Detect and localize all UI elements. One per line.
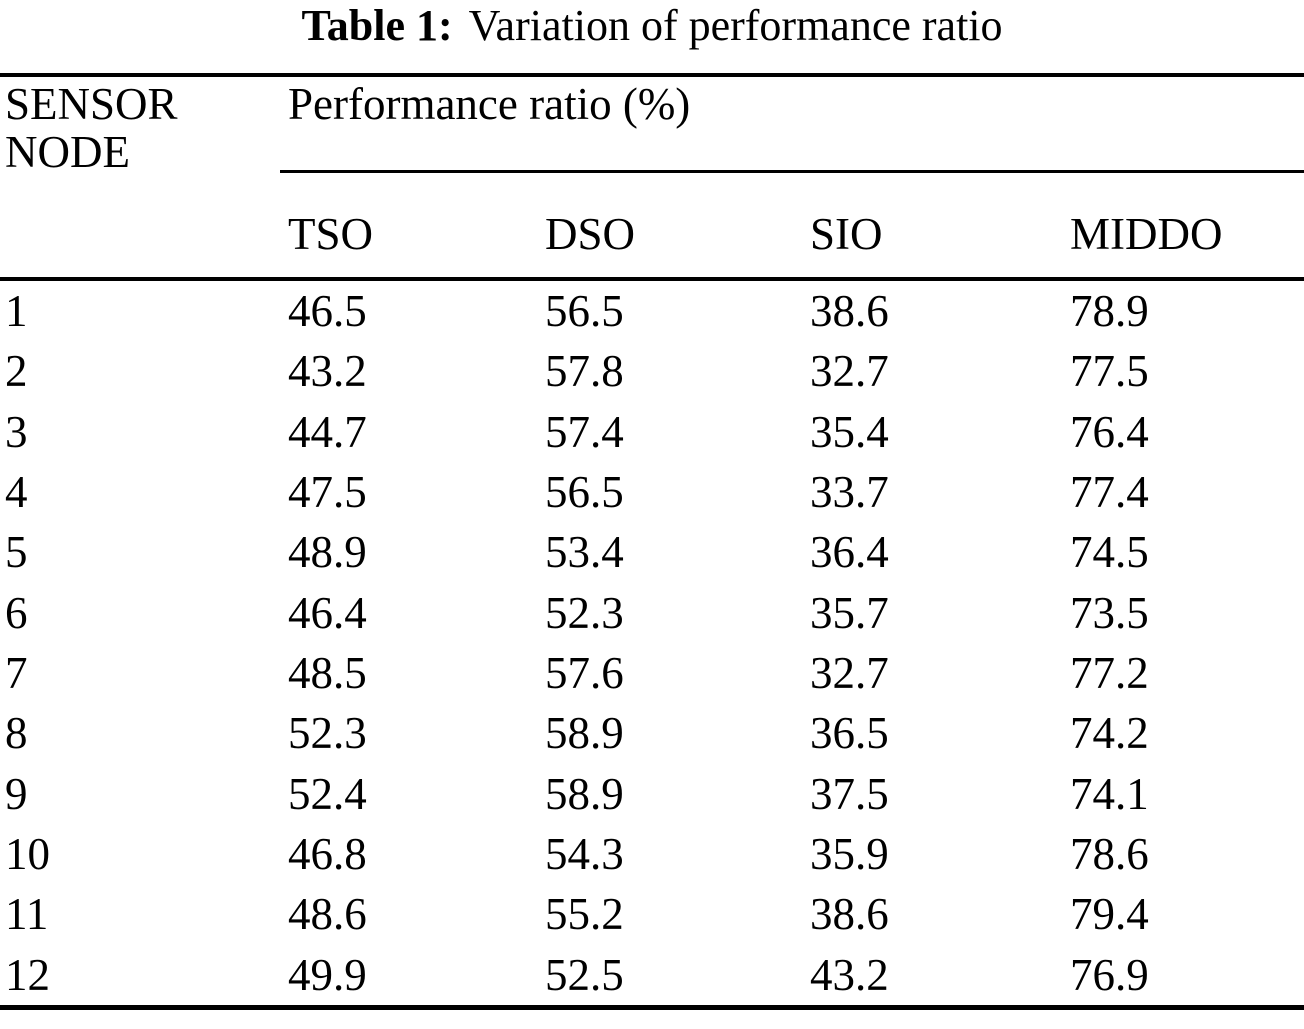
table-caption-label: Table 1: [301,1,453,50]
table-row: 8 52.3 58.9 36.5 74.2 [0,703,1304,763]
cell-middo: 74.2 [1070,708,1149,759]
cell-middo: 73.5 [1070,587,1149,638]
cell-middo: 76.4 [1070,406,1149,457]
cell-tso: 46.5 [288,286,367,337]
cell-tso: 47.5 [288,467,367,518]
cell-sensor-node: 2 [5,346,28,397]
cell-sensor-node: 4 [5,467,28,518]
cell-dso: 56.5 [545,467,624,518]
sub-header-spacer [5,210,288,258]
cell-tso: 46.4 [288,587,367,638]
cell-middo: 77.4 [1070,467,1149,518]
table-row: 7 48.5 57.6 32.7 77.2 [0,643,1304,703]
cell-dso: 55.2 [545,889,624,940]
sub-header-row: TSO DSO SIO MIDDO [0,210,1304,258]
cell-sensor-node: 11 [5,889,49,940]
cell-sio: 36.4 [810,527,889,578]
table-row: 5 48.9 53.4 36.4 74.5 [0,522,1304,582]
cell-dso: 53.4 [545,527,624,578]
cell-dso: 57.4 [545,406,624,457]
cell-sio: 33.7 [810,467,889,518]
cell-tso: 44.7 [288,406,367,457]
column-header-sensor-node: SENSOR NODE [5,79,178,177]
column-header-dso: DSO [545,209,636,259]
column-header-tso: TSO [288,209,374,259]
cell-sensor-node: 6 [5,587,28,638]
cell-sensor-node: 8 [5,708,28,759]
cell-dso: 57.8 [545,346,624,397]
cell-sio: 32.7 [810,346,889,397]
table-row: 6 46.4 52.3 35.7 73.5 [0,583,1304,643]
cell-middo: 77.5 [1070,346,1149,397]
cell-sio: 32.7 [810,648,889,699]
cell-sio: 35.4 [810,406,889,457]
cell-middo: 77.2 [1070,648,1149,699]
table-row: 9 52.4 58.9 37.5 74.1 [0,764,1304,824]
cell-sio: 43.2 [810,949,889,1000]
cell-sensor-node: 9 [5,768,28,819]
cell-tso: 48.9 [288,527,367,578]
cell-sensor-node: 5 [5,527,28,578]
table-row: 12 49.9 52.5 43.2 76.9 [0,945,1304,1005]
cell-middo: 74.5 [1070,527,1149,578]
table-bottom-rule [0,1005,1304,1010]
table-row: 3 44.7 57.4 35.4 76.4 [0,402,1304,462]
cell-sensor-node: 10 [5,829,50,880]
cell-tso: 49.9 [288,949,367,1000]
cell-sio: 38.6 [810,889,889,940]
cell-middo: 79.4 [1070,889,1149,940]
cell-tso: 43.2 [288,346,367,397]
cell-sio: 38.6 [810,286,889,337]
cell-middo: 74.1 [1070,768,1149,819]
column-group-header-performance-ratio: Performance ratio (%) [288,79,691,129]
table-row: 11 48.6 55.2 38.6 79.4 [0,884,1304,944]
cell-sensor-node: 3 [5,406,28,457]
cell-sio: 35.9 [810,829,889,880]
cell-sensor-node: 1 [5,286,28,337]
cell-sio: 35.7 [810,587,889,638]
table-row: 10 46.8 54.3 35.9 78.6 [0,824,1304,884]
cell-tso: 46.8 [288,829,367,880]
cell-dso: 57.6 [545,648,624,699]
cell-sio: 37.5 [810,768,889,819]
cell-middo: 78.6 [1070,829,1149,880]
table-row: 2 43.2 57.8 32.7 77.5 [0,341,1304,401]
cell-sensor-node: 12 [5,949,50,1000]
cell-dso: 56.5 [545,286,624,337]
table-top-rule [0,73,1304,77]
cell-tso: 52.3 [288,708,367,759]
cell-middo: 78.9 [1070,286,1149,337]
cell-tso: 48.6 [288,889,367,940]
table-caption-title: Variation of performance ratio [468,1,1003,50]
column-header-sio: SIO [810,209,883,259]
cell-dso: 52.5 [545,949,624,1000]
cell-sio: 36.5 [810,708,889,759]
cell-tso: 52.4 [288,768,367,819]
table-caption: Table 1: Variation of performance ratio [0,0,1304,52]
column-header-middo: MIDDO [1070,209,1223,259]
cell-sensor-node: 7 [5,648,28,699]
header-bottom-rule [0,277,1304,281]
cell-dso: 58.9 [545,768,624,819]
group-header-rule [280,170,1304,173]
table-row: 4 47.5 56.5 33.7 77.4 [0,462,1304,522]
cell-tso: 48.5 [288,648,367,699]
table-row: 1 46.5 56.5 38.6 78.9 [0,281,1304,341]
cell-dso: 54.3 [545,829,624,880]
cell-dso: 52.3 [545,587,624,638]
table-body: 1 46.5 56.5 38.6 78.9 2 43.2 57.8 32.7 7… [0,281,1304,1005]
cell-middo: 76.9 [1070,949,1149,1000]
cell-dso: 58.9 [545,708,624,759]
performance-ratio-table: SENSOR NODE Performance ratio (%) TSO DS… [0,73,1304,1010]
